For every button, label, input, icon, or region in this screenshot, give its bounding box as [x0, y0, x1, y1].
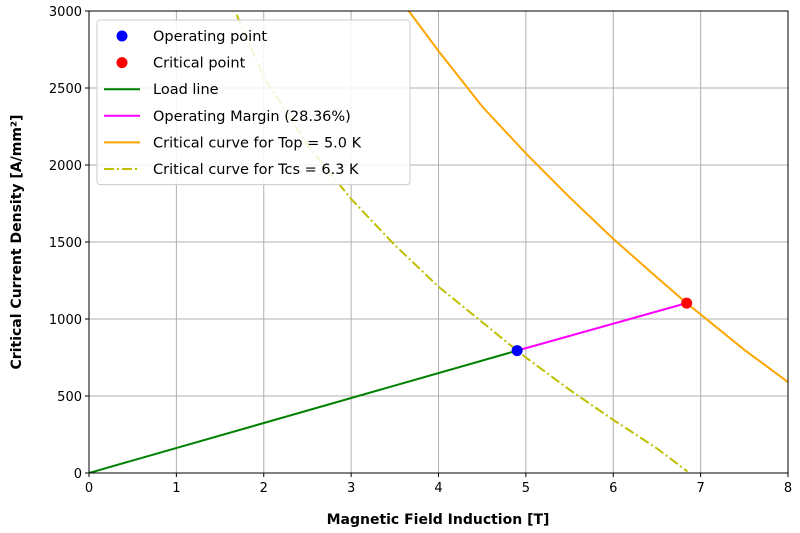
- y-tick-label: 1000: [49, 313, 82, 328]
- series-load-line: [89, 349, 518, 473]
- legend-item: Critical point: [116, 56, 246, 72]
- y-tick-label: 2500: [49, 82, 82, 97]
- x-tick-label: 8: [784, 481, 792, 496]
- legend-label: Operating Margin (28.36%): [153, 109, 351, 125]
- legend-box: [96, 19, 411, 186]
- x-tick-label: 0: [85, 481, 93, 496]
- legend-marker: [116, 30, 128, 42]
- x-axis-ticks: 0 1 2 3 4 5 6 7 8: [85, 473, 792, 496]
- legend-item: Operating Margin (28.36%): [104, 109, 351, 125]
- legend: Operating point Critical point Load line Op…: [96, 19, 411, 186]
- series-critical-curve-for-top-5-0-k: [407, 11, 788, 383]
- y-tick-label: 500: [57, 390, 82, 405]
- legend-label: Critical curve for Top = 5.0 K: [153, 135, 362, 151]
- legend-marker: [116, 57, 128, 69]
- y-tick-label: 1500: [49, 236, 82, 251]
- legend-item: Operating point: [116, 29, 267, 45]
- y-axis-ticks: 0 500 1000 1500 2000 2500 3000: [49, 5, 89, 482]
- x-tick-label: 1: [172, 481, 180, 496]
- x-tick-label: 2: [260, 481, 268, 496]
- x-tick-label: 5: [522, 481, 530, 496]
- legend-label: Critical point: [153, 56, 246, 72]
- point-critical-point: [681, 297, 693, 309]
- series-operating-margin-28-36: [516, 302, 687, 352]
- legend-item: Load line: [104, 82, 219, 98]
- x-tick-label: 6: [609, 481, 617, 496]
- x-tick-label: 4: [434, 481, 442, 496]
- legend-item: Critical curve for Top = 5.0 K: [104, 135, 362, 151]
- legend-label: Operating point: [153, 29, 267, 45]
- legend-label: Load line: [153, 82, 219, 98]
- y-axis-label: Critical Current Density [A/mm²]: [9, 115, 25, 370]
- x-tick-label: 3: [347, 481, 355, 496]
- x-axis-label: Magnetic Field Induction [T]: [327, 512, 550, 528]
- y-tick-label: 3000: [49, 5, 82, 20]
- plot-points: [511, 297, 693, 357]
- grid: [88, 10, 789, 474]
- y-tick-label: 2000: [49, 159, 82, 174]
- legend-label: Critical curve for Tcs = 6.3 K: [153, 162, 359, 178]
- x-tick-label: 7: [696, 481, 704, 496]
- point-operating-point: [511, 345, 523, 357]
- legend-item: Critical curve for Tcs = 6.3 K: [104, 162, 359, 178]
- y-tick-label: 0: [74, 467, 82, 482]
